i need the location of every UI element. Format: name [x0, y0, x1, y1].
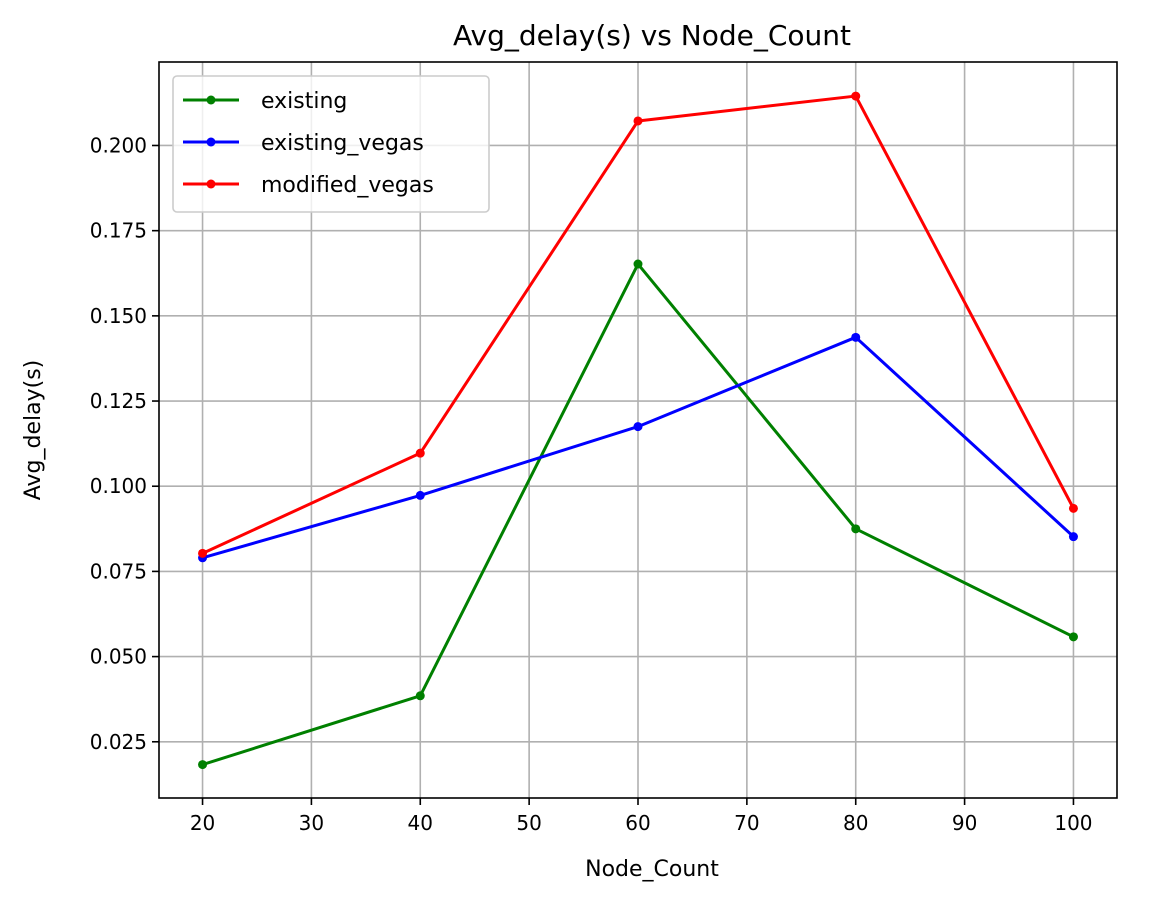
- data-point-existing_vegas: [851, 332, 861, 342]
- x-axis-ticks: 20 30 40 50 60 70 80 90 100: [190, 798, 1093, 835]
- y-tick-label: 0.125: [90, 389, 147, 413]
- y-axis-label: Avg_delay(s): [21, 360, 46, 501]
- chart-title: Avg_delay(s) vs Node_Count: [453, 19, 851, 52]
- legend-label: existing: [261, 89, 347, 114]
- data-point-existing_vegas: [415, 490, 425, 500]
- legend-label: modified_vegas: [261, 173, 434, 198]
- data-point-modified_vegas: [198, 548, 208, 558]
- x-tick-label: 20: [190, 811, 215, 835]
- series-group: [198, 91, 1078, 770]
- x-tick-label: 70: [734, 811, 759, 835]
- y-tick-label: 0.150: [90, 304, 147, 328]
- x-tick-label: 40: [408, 811, 433, 835]
- data-point-modified_vegas: [851, 91, 861, 101]
- legend: existing existing_vegas modified_vegas: [172, 75, 490, 213]
- data-point-existing_vegas: [1068, 532, 1078, 542]
- y-tick-label: 0.050: [90, 645, 147, 669]
- legend-swatch-marker: [206, 95, 216, 105]
- x-axis-label: Node_Count: [585, 857, 719, 882]
- data-point-existing: [851, 524, 861, 534]
- data-point-modified_vegas: [633, 116, 643, 126]
- x-tick-label: 100: [1054, 811, 1092, 835]
- data-point-existing_vegas: [633, 422, 643, 432]
- data-point-modified_vegas: [1068, 503, 1078, 513]
- legend-swatch-marker: [206, 137, 216, 147]
- y-tick-label: 0.075: [90, 559, 147, 583]
- y-axis-ticks: 0.025 0.050 0.075 0.100 0.125 0.150 0.175 0.200: [90, 133, 159, 754]
- legend-label: existing_vegas: [261, 131, 424, 156]
- x-tick-label: 90: [952, 811, 977, 835]
- x-tick-label: 60: [625, 811, 650, 835]
- x-tick-label: 30: [299, 811, 324, 835]
- data-point-existing: [1068, 632, 1078, 642]
- data-point-existing: [633, 259, 643, 269]
- x-tick-label: 80: [843, 811, 868, 835]
- data-point-existing: [198, 760, 208, 770]
- y-tick-label: 0.175: [90, 219, 147, 243]
- y-tick-label: 0.025: [90, 730, 147, 754]
- y-tick-label: 0.200: [90, 133, 147, 157]
- data-point-modified_vegas: [415, 448, 425, 458]
- x-tick-label: 50: [516, 811, 541, 835]
- y-tick-label: 0.100: [90, 474, 147, 498]
- legend-box: [172, 75, 490, 213]
- legend-swatch-marker: [206, 179, 216, 189]
- data-point-existing: [415, 691, 425, 701]
